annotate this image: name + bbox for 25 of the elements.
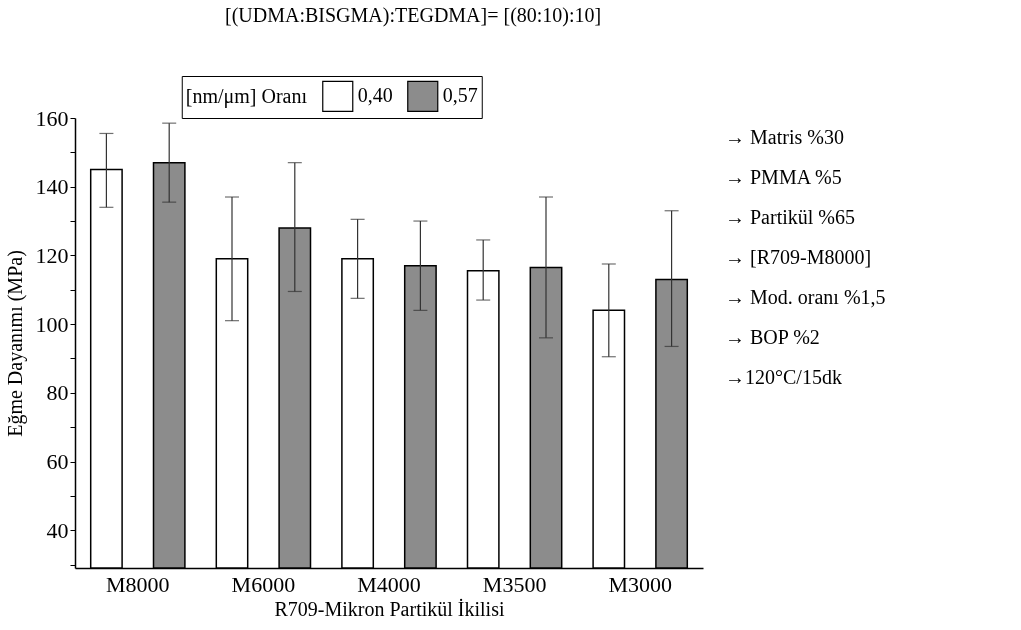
y-tick-label: 100: [35, 311, 69, 337]
text: → Mod. oranı %1,5: [725, 286, 886, 308]
x-tick-label: M3000: [608, 571, 672, 597]
x-tick-label: M3500: [482, 571, 547, 597]
legend-title: [nm/μm] Oranı: [185, 85, 308, 108]
text: →120°C/15dk: [725, 366, 842, 388]
y-tick-label: 140: [35, 174, 69, 200]
text: → Partikül %65: [725, 206, 855, 228]
x-tick-label: M4000: [357, 571, 421, 597]
y-tick-label: 120: [35, 242, 69, 268]
text: → PMMA %5: [725, 166, 842, 188]
x-tick-label: M8000: [106, 571, 170, 597]
legend-label: 0,40: [357, 84, 393, 107]
x-tick-label: M6000: [231, 571, 296, 597]
chart-title: [(UDMA:BISGMA):TEGDMA]= [(80:10):10]: [225, 3, 602, 27]
y-tick-label: 40: [46, 517, 69, 543]
text: → Matris %30: [725, 126, 844, 148]
y-tick-label: 60: [46, 449, 69, 475]
y-axis-title: Eğme Dayanımı (MPa): [3, 250, 27, 437]
text: → BOP %2: [725, 326, 820, 348]
legend-label: 0,57: [442, 84, 478, 107]
text: → [R709-M8000]: [725, 246, 872, 268]
x-axis-title: R709-Mikron Partikül İkilisi: [274, 597, 505, 620]
y-tick-label: 80: [46, 380, 69, 406]
y-tick-label: 160: [35, 105, 69, 131]
